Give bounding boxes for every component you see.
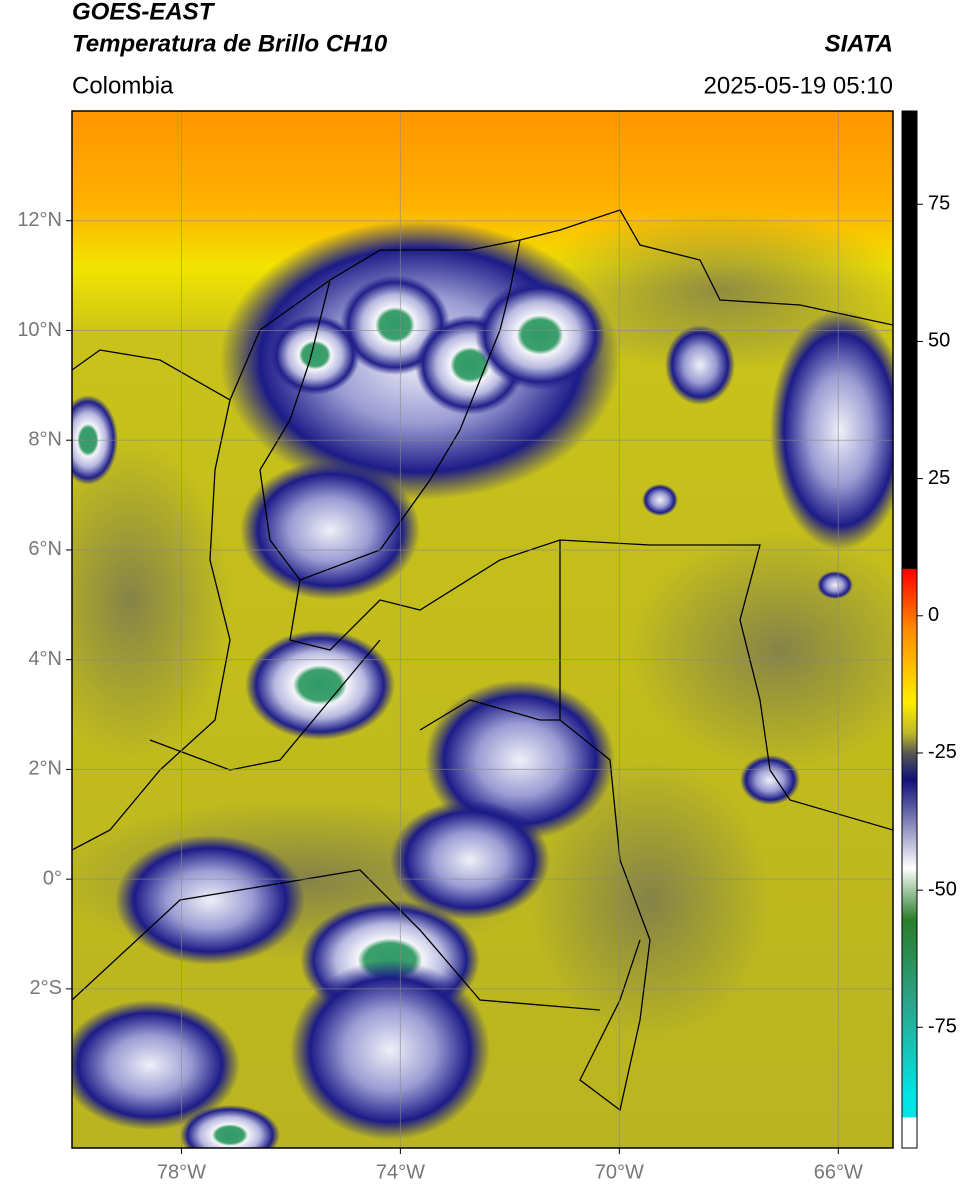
x-tick-label: 70°W: [595, 1161, 644, 1183]
y-tick-label: 10°N: [17, 319, 62, 341]
x-tick-label: 74°W: [376, 1161, 425, 1183]
y-tick-label: 4°N: [28, 648, 62, 670]
graticule: [72, 111, 893, 1148]
y-tick-label: 0°: [43, 867, 62, 889]
title: GOES-EAST: [72, 0, 216, 25]
colorbar-tick-label: -25: [928, 741, 957, 763]
map-frame: [71, 110, 894, 1149]
colorbar-tick-label: 0: [928, 604, 939, 626]
datetime: 2025-05-19 05:10: [704, 72, 894, 99]
x-tick-label: 78°W: [157, 1161, 206, 1183]
y-tick-label: 2°N: [28, 758, 62, 780]
colorbar-tick-label: 25: [928, 467, 950, 489]
colorbar: [901, 110, 918, 1149]
x-tick-label: 66°W: [814, 1161, 863, 1183]
source: SIATA: [825, 30, 893, 57]
region: Colombia: [72, 72, 174, 99]
y-tick-label: 2°S: [30, 977, 62, 999]
y-tick-label: 6°N: [28, 538, 62, 560]
y-tick-label: 8°N: [28, 428, 62, 450]
subtitle: Temperatura de Brillo CH10: [72, 30, 388, 57]
colorbar-tick-label: 50: [928, 330, 950, 352]
colorbar-tick-label: 75: [928, 193, 950, 215]
colorbar-tick-label: -75: [928, 1016, 957, 1038]
colorbar-tick-label: -50: [928, 878, 957, 900]
satellite-image: [72, 111, 893, 1148]
y-tick-label: 12°N: [17, 209, 62, 231]
